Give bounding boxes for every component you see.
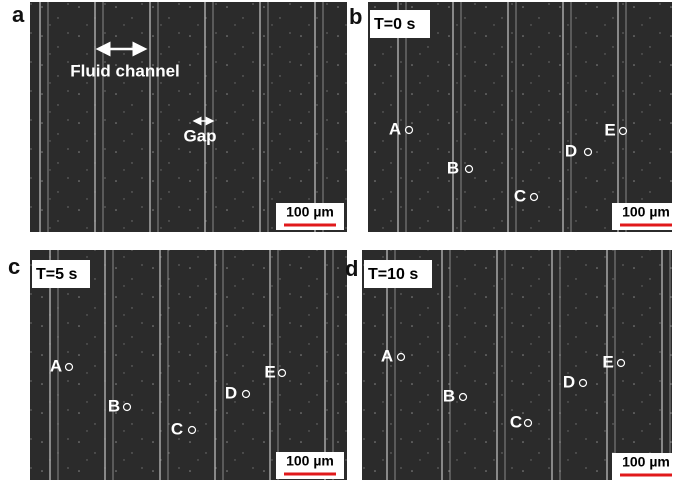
point-label: C [510, 412, 522, 431]
point-label: E [604, 120, 615, 139]
time-label: T=10 s [368, 266, 418, 283]
scale-label: 100 µm [622, 454, 670, 470]
scale-label: 100 µm [622, 204, 670, 220]
point-label: B [447, 158, 459, 177]
point-label: E [602, 352, 613, 371]
point-label: C [514, 186, 526, 205]
panel: T=10 s A B C D E 100 µm [362, 250, 674, 480]
figure: Fluid channel Gap 100 µm a T=0 s A B C D E 100 µm b… [0, 0, 674, 482]
point-label: D [565, 141, 577, 160]
point-label: B [108, 396, 120, 415]
annotation: Fluid channel [70, 61, 180, 80]
point-label: D [225, 383, 237, 402]
panel-letter: a [12, 2, 25, 27]
time-label: T=0 s [374, 16, 415, 33]
panel: T=0 s A B C D E 100 µm [368, 2, 674, 232]
panel: Fluid channel Gap 100 µm [30, 2, 347, 232]
point-label: E [264, 362, 275, 381]
panel-letter: d [345, 256, 358, 281]
point-label: A [389, 119, 401, 138]
point-label: A [50, 356, 62, 375]
panel-letter: c [8, 254, 20, 279]
speckle [30, 2, 347, 232]
point-label: A [381, 346, 393, 365]
panel-letter: b [349, 4, 362, 29]
panel: T=5 s A B C D E 100 µm [30, 250, 347, 480]
point-label: D [563, 372, 575, 391]
point-label: B [443, 386, 455, 405]
time-label: T=5 s [36, 266, 77, 283]
scale-label: 100 µm [286, 204, 334, 220]
annotation: Gap [183, 126, 216, 145]
point-label: C [171, 419, 183, 438]
scale-label: 100 µm [286, 453, 334, 469]
